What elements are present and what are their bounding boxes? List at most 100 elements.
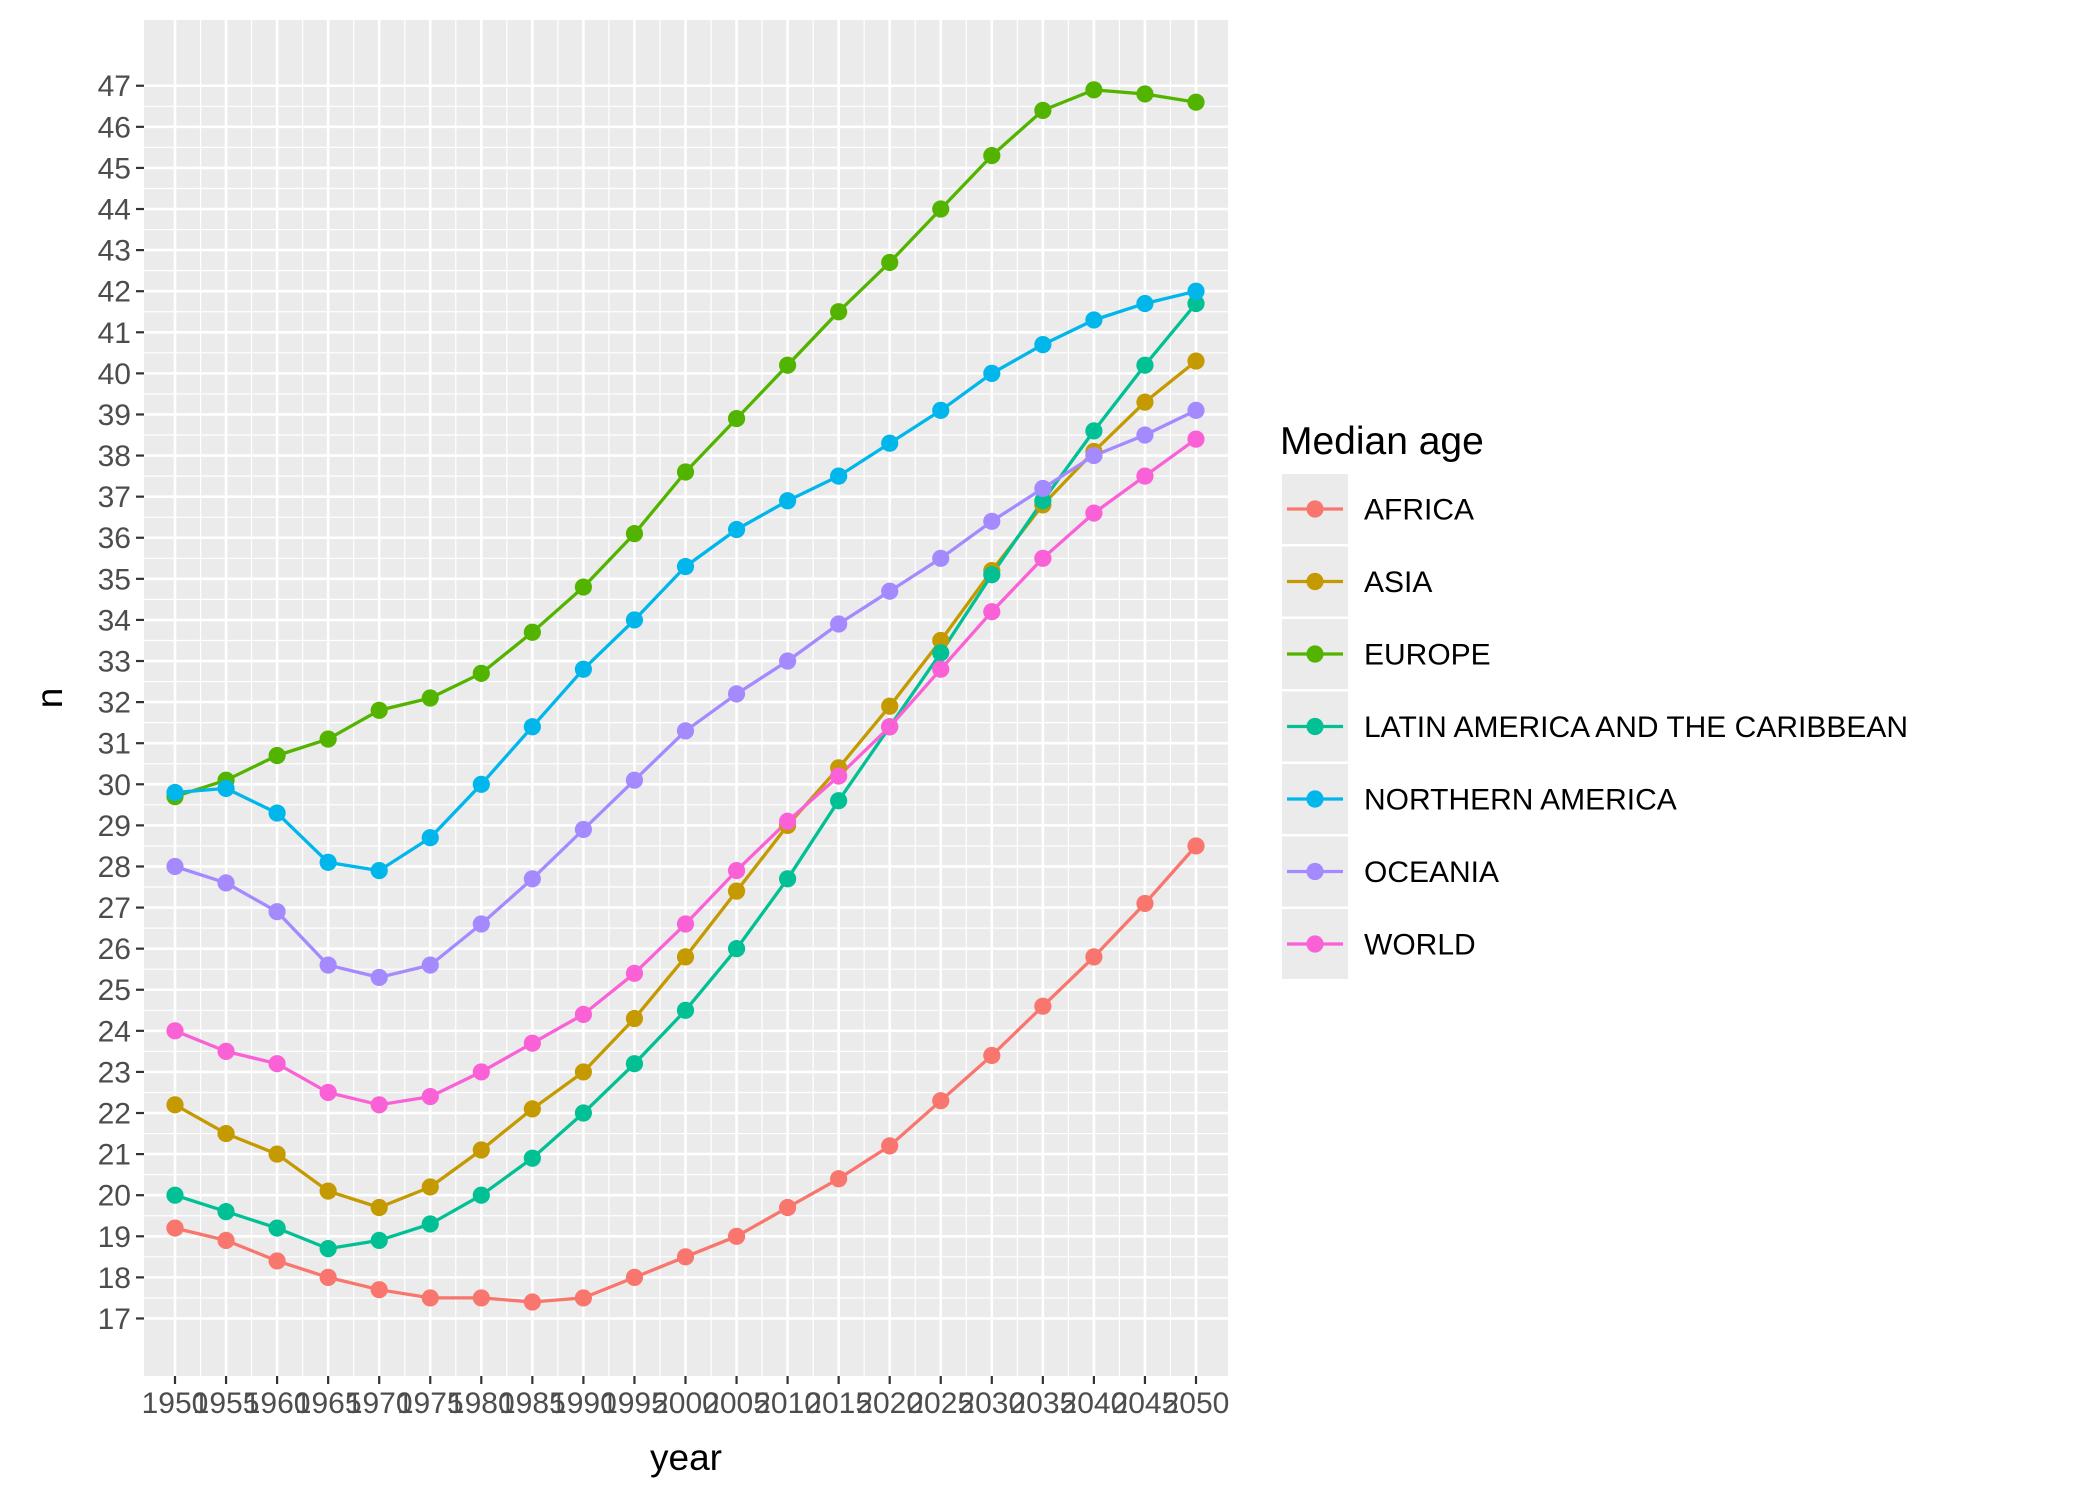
data-point — [1034, 492, 1052, 510]
legend-label: LATIN AMERICA AND THE CARIBBEAN — [1364, 711, 1908, 744]
data-point — [166, 1022, 184, 1040]
data-point — [625, 611, 644, 629]
legend-label: OCEANIA — [1364, 856, 1499, 889]
legend-key-point — [1306, 717, 1324, 736]
data-point — [779, 652, 797, 670]
data-point — [625, 1055, 644, 1073]
data-point — [574, 820, 593, 839]
legend-key-point — [1306, 935, 1324, 953]
data-point — [421, 829, 439, 847]
x-tick-label: 1995 — [601, 1387, 668, 1420]
data-point — [1187, 430, 1205, 448]
data-point — [1187, 352, 1205, 370]
data-point — [625, 771, 644, 789]
data-point — [166, 857, 184, 876]
data-point — [472, 1186, 490, 1204]
data-point — [523, 718, 541, 736]
data-point — [472, 664, 490, 682]
x-tick-label: 2030 — [958, 1387, 1025, 1420]
y-tick-label: 39 — [98, 399, 131, 432]
data-point — [319, 730, 337, 748]
data-point — [1085, 311, 1103, 329]
y-tick-label: 40 — [98, 358, 131, 391]
data-point — [574, 660, 593, 678]
data-point — [472, 1289, 490, 1307]
data-point — [523, 870, 541, 888]
data-point — [727, 861, 746, 880]
data-point — [217, 1203, 235, 1221]
data-point — [166, 783, 184, 802]
data-point — [983, 512, 1001, 530]
data-point — [983, 603, 1001, 621]
y-tick-label: 20 — [98, 1180, 131, 1213]
data-point — [1085, 504, 1103, 522]
x-tick-label: 1980 — [448, 1387, 515, 1420]
data-point — [932, 549, 950, 567]
data-point — [1085, 446, 1103, 465]
x-tick-label: 2040 — [1061, 1387, 1128, 1420]
data-point — [421, 1289, 439, 1307]
legend-key-point — [1306, 862, 1324, 881]
data-point — [217, 874, 235, 892]
data-point — [1034, 101, 1052, 119]
data-point — [370, 1198, 388, 1217]
data-point — [370, 1096, 388, 1114]
data-point — [268, 746, 286, 765]
y-tick-label: 42 — [98, 276, 131, 309]
data-point — [472, 775, 490, 793]
data-point — [523, 1100, 541, 1118]
data-point — [1136, 426, 1154, 444]
data-point — [1085, 81, 1103, 99]
data-point — [1136, 393, 1154, 411]
data-point — [421, 689, 439, 707]
data-point — [779, 870, 797, 888]
data-point — [370, 861, 388, 880]
data-point — [1136, 467, 1154, 485]
legend-key-point — [1306, 645, 1324, 663]
data-point — [727, 685, 746, 703]
data-point — [1085, 948, 1103, 966]
x-tick-label: 1960 — [244, 1387, 311, 1420]
data-point — [830, 467, 848, 485]
y-tick-label: 37 — [98, 481, 131, 514]
x-tick-label: 2005 — [703, 1387, 770, 1420]
y-tick-label: 33 — [98, 646, 131, 679]
data-point — [472, 1141, 490, 1159]
y-tick-label: 24 — [98, 1015, 131, 1048]
data-point — [472, 915, 490, 933]
x-tick-label: 1965 — [295, 1387, 362, 1420]
data-point — [574, 578, 593, 596]
data-point — [676, 948, 695, 966]
data-point — [779, 812, 797, 830]
data-point — [676, 463, 695, 481]
data-point — [1136, 894, 1154, 913]
data-point — [727, 940, 746, 958]
y-tick-label: 45 — [98, 152, 131, 185]
data-point — [676, 1248, 695, 1266]
data-point — [1034, 336, 1052, 354]
data-point — [1187, 93, 1205, 111]
data-point — [574, 1104, 593, 1122]
data-point — [421, 1215, 439, 1233]
y-tick-label: 17 — [98, 1303, 131, 1336]
y-tick-label: 18 — [98, 1262, 131, 1295]
data-point — [268, 1055, 286, 1073]
data-point — [370, 1231, 388, 1249]
data-point — [881, 697, 899, 715]
data-point — [932, 631, 950, 650]
data-point — [881, 434, 899, 452]
y-tick-label: 32 — [98, 687, 131, 720]
data-point — [727, 520, 746, 539]
data-point — [676, 722, 695, 740]
data-point — [574, 1005, 593, 1024]
data-point — [472, 1063, 490, 1081]
y-tick-label: 38 — [98, 440, 131, 473]
y-tick-label: 22 — [98, 1098, 131, 1131]
data-point — [1187, 401, 1205, 419]
data-point — [574, 1289, 593, 1307]
legend-label: AFRICA — [1364, 494, 1474, 527]
data-point — [268, 903, 286, 921]
x-tick-label: 1955 — [193, 1387, 260, 1420]
data-point — [574, 1063, 593, 1081]
